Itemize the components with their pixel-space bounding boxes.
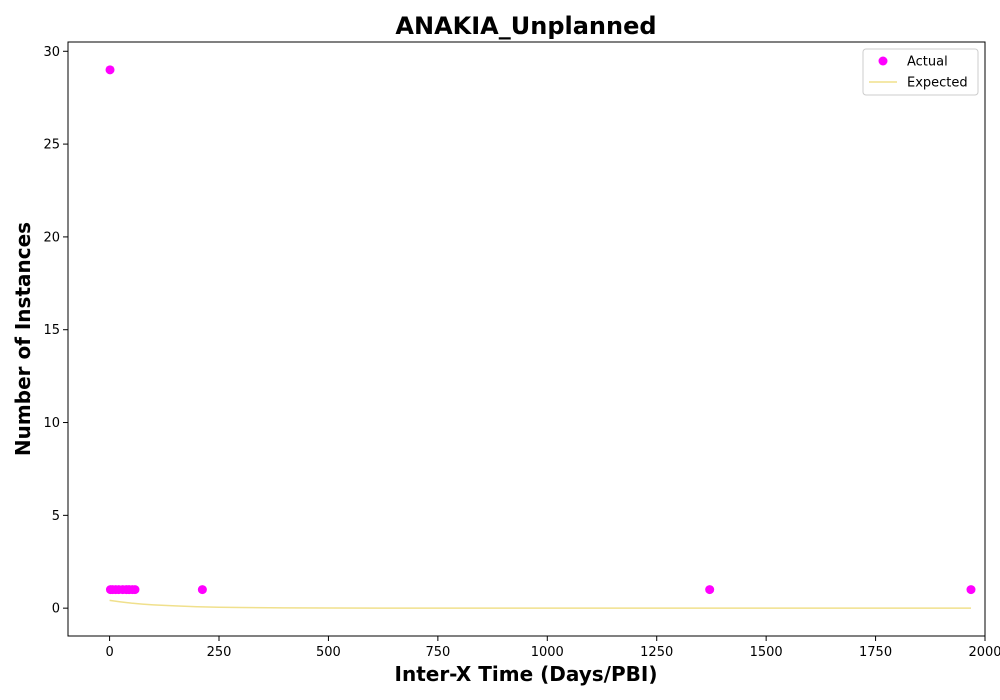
x-tick-label: 1750 <box>859 645 892 660</box>
x-tick-label: 1500 <box>750 645 783 660</box>
y-tick-label: 0 <box>52 602 60 617</box>
x-tick-label: 2000 <box>968 645 1000 660</box>
chart-title: ANAKIA_Unplanned <box>395 12 656 40</box>
legend-label: Expected <box>907 76 968 91</box>
x-tick-label: 0 <box>105 645 113 660</box>
y-tick-label: 25 <box>43 138 60 153</box>
x-axis-title: Inter-X Time (Days/PBI) <box>395 662 658 686</box>
y-tick-label: 10 <box>43 416 60 431</box>
expected-line <box>109 599 971 609</box>
x-tick-label: 250 <box>207 645 232 660</box>
legend: Actual Expected <box>862 48 979 96</box>
actual-point <box>197 585 207 595</box>
actual-point <box>130 585 140 595</box>
y-tick-label: 20 <box>43 230 60 245</box>
y-axis-title: Number of Instances <box>11 222 35 456</box>
y-axis: 0 5 10 15 20 25 30 <box>43 45 68 617</box>
actual-point <box>705 585 715 595</box>
x-tick-label: 750 <box>425 645 450 660</box>
plot-area <box>105 65 976 609</box>
legend-box <box>862 48 979 96</box>
actual-point <box>105 65 115 75</box>
legend-marker-actual <box>878 56 888 66</box>
actual-point <box>966 585 976 595</box>
x-tick-label: 500 <box>316 645 341 660</box>
y-tick-label: 5 <box>52 509 60 524</box>
x-axis: 0 250 500 750 1000 1250 1500 1750 2000 <box>105 636 1000 660</box>
y-tick-label: 30 <box>43 45 60 60</box>
legend-label: Actual <box>907 55 948 70</box>
x-tick-label: 1250 <box>640 645 673 660</box>
plot-frame <box>67 41 986 637</box>
x-tick-label: 1000 <box>531 645 564 660</box>
y-tick-label: 15 <box>43 323 60 338</box>
